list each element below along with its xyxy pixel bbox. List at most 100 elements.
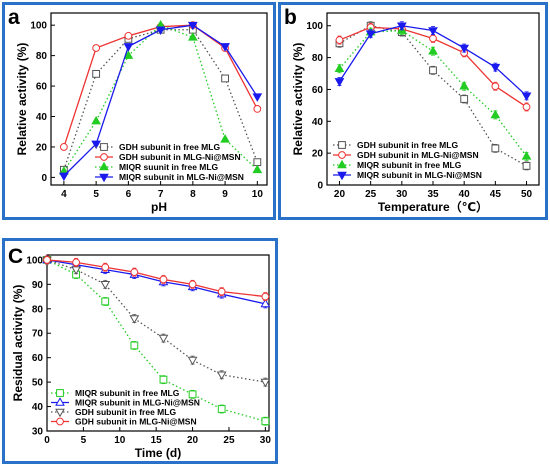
legend-entry: MIQR subunit in free MLG (357, 160, 462, 170)
data-point (261, 417, 270, 426)
legend-entry: GDH subunit in MLG-Ni@MSN (357, 150, 479, 160)
legend-swatch-marker (55, 408, 65, 418)
x-axis-label: Temperature（℃） (378, 199, 488, 214)
data-point (100, 281, 111, 290)
data-point (220, 134, 230, 143)
data-point (129, 315, 140, 324)
data-point (92, 44, 101, 52)
legend-entry: GDH subunit in free MLG (119, 142, 220, 152)
legend-entry: MIQR suunit in free MLG (119, 162, 219, 172)
x-tick-label: 15 (151, 435, 163, 446)
data-point (522, 161, 531, 170)
legend-entry: MIQR subunit in free MLG (75, 388, 180, 398)
y-axis-label: Relative activity (%) (15, 43, 29, 156)
series-3 (334, 21, 532, 102)
data-point (490, 109, 501, 119)
data-point (521, 151, 532, 160)
data-point (123, 50, 134, 59)
data-point (334, 63, 345, 73)
data-point (188, 280, 197, 289)
data-point (187, 21, 198, 31)
x-tick-label: 0 (44, 435, 50, 446)
plot-frame (50, 12, 268, 186)
series-1 (59, 21, 262, 151)
x-tick-label: 4 (61, 189, 67, 200)
y-tick-label: 30 (32, 427, 44, 438)
data-point (252, 93, 263, 102)
chart-b-svg: 20 25 30 35 40 45 50 0 20 40 60 80 100 Temperature（℃）… (284, 6, 540, 214)
x-tick-label: 30 (260, 435, 272, 446)
y-tick-label: 60 (312, 85, 324, 96)
data-point (396, 22, 407, 31)
x-tick-label: 35 (427, 189, 439, 200)
data-point (101, 297, 110, 306)
series-line (46, 259, 266, 305)
data-point (159, 375, 168, 384)
x-tick-label: 10 (252, 189, 264, 200)
legend-swatch-marker (100, 143, 108, 151)
data-point (491, 82, 500, 91)
y-tick-label: 100 (26, 255, 43, 266)
data-point (428, 46, 438, 55)
series-line (46, 259, 266, 298)
data-point (91, 140, 101, 150)
y-tick-label: 100 (30, 21, 47, 32)
x-tick-label: 8 (190, 189, 196, 200)
x-tick-label: 40 (459, 189, 471, 200)
legend-entry: MIQR subunit in MLG-Ni@MSN (75, 398, 200, 408)
y-tick-label: 90 (32, 280, 44, 291)
x-tick-label: 20 (187, 435, 199, 446)
y-tick-label: 0 (317, 181, 323, 192)
x-tick-label: 25 (365, 189, 377, 200)
data-point (334, 78, 345, 87)
y-tick-label: 0 (41, 173, 47, 184)
series-3 (59, 21, 263, 182)
data-point (252, 164, 263, 174)
chart-panel-a: 4 5 6 7 8 9 10 0 20 40 60 80 100 pH Relative activity … (2, 2, 276, 220)
data-point (158, 334, 169, 344)
data-point (260, 378, 271, 388)
y-tick-label: 60 (32, 353, 44, 364)
x-tick-label: 9 (222, 189, 228, 200)
series-3 (43, 255, 270, 301)
data-point (71, 266, 81, 275)
data-point (59, 172, 69, 182)
data-point (490, 63, 501, 73)
data-point (216, 371, 227, 380)
legend-entry: GDH subunit in MLG-Ni@MSN (75, 417, 197, 427)
data-point (101, 263, 110, 272)
data-point (261, 292, 270, 301)
y-tick-label: 60 (36, 82, 48, 93)
panel-label: a (8, 6, 20, 29)
panel-label: b (284, 6, 297, 29)
x-axis-label: pH (151, 200, 167, 214)
data-point (155, 26, 166, 35)
data-point (124, 31, 133, 40)
x-tick-label: 45 (490, 189, 502, 200)
x-tick-label: 50 (521, 189, 533, 200)
data-point (429, 34, 437, 43)
legend-entry: GDH subunit in free MLG (75, 407, 176, 417)
y-tick-label: 50 (32, 378, 44, 389)
data-point (335, 36, 344, 44)
data-point (130, 341, 139, 350)
x-tick-label: 20 (334, 189, 346, 200)
data-point (123, 43, 134, 52)
chart-panel-b: 20 25 30 35 40 45 50 0 20 40 60 80 100 Temperature（℃）… (278, 2, 548, 220)
legend-swatch-marker (56, 389, 64, 397)
data-point (459, 44, 470, 54)
x-tick-label: 10 (114, 435, 126, 446)
x-tick-label: 5 (81, 435, 87, 446)
data-point (59, 143, 68, 151)
series-2 (59, 19, 263, 175)
legend-swatch-marker (100, 153, 108, 161)
x-tick-label: 7 (158, 189, 164, 200)
data-point (43, 255, 51, 264)
data-point (187, 356, 198, 366)
legend-swatch-marker (99, 161, 109, 171)
data-point (130, 268, 139, 277)
legend-entry: MIQR subunit in MLG-Ni@MSN (119, 172, 244, 182)
y-axis-label: Residual activity (%) (11, 285, 25, 402)
y-tick-label: 100 (306, 21, 323, 32)
